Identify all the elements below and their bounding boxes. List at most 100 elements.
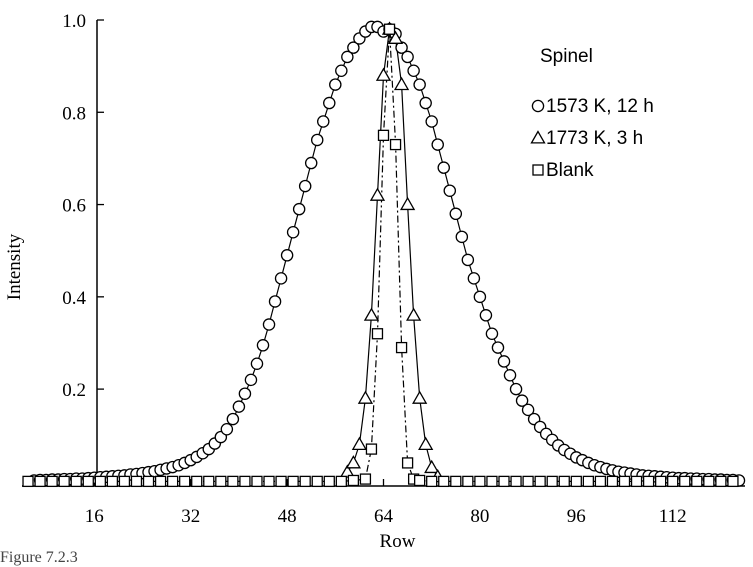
point-triangle-1-3 bbox=[357, 390, 374, 404]
x-tick-label: 64 bbox=[374, 506, 394, 527]
point-square-2-31 bbox=[377, 129, 390, 141]
point-square-2-54 bbox=[618, 475, 631, 488]
point-circle-0-68 bbox=[437, 161, 450, 174]
series-line-0 bbox=[33, 26, 740, 482]
point-triangle-1-0 bbox=[339, 464, 355, 478]
x-tick-label: 112 bbox=[659, 506, 687, 527]
point-square-2-30 bbox=[371, 328, 384, 340]
point-square-2-52 bbox=[594, 475, 607, 488]
point-square-2-22 bbox=[287, 475, 299, 488]
point-square-2-29 bbox=[365, 443, 378, 455]
point-circle-0-79 bbox=[503, 369, 517, 382]
y-tick-label: 1.0 bbox=[62, 11, 86, 32]
intensity-vs-row-chart: 16 32 48 64 80 96 112 0.2 0.4 0.6 0.8 1.0 Row Inten… bbox=[4, 11, 746, 549]
point-circle-0-34 bbox=[232, 400, 246, 413]
point-square-2-17 bbox=[227, 475, 239, 488]
point-square-2-25 bbox=[323, 475, 335, 488]
point-circle-0-70 bbox=[449, 207, 463, 221]
point-square-2-40 bbox=[450, 475, 462, 488]
point-square-2-18 bbox=[239, 475, 251, 488]
point-circle-0-38 bbox=[256, 339, 270, 352]
point-triangle-1-13 bbox=[418, 436, 434, 451]
point-square-2-24 bbox=[311, 475, 323, 488]
series-line-2 bbox=[28, 29, 733, 482]
legend-label-0: 1573 K, 12 h bbox=[546, 96, 654, 117]
point-circle-0-73 bbox=[467, 272, 481, 285]
point-circle-0-63 bbox=[407, 64, 420, 78]
legend-title: Spinel bbox=[540, 46, 593, 67]
legend-label-2: Blank bbox=[546, 160, 594, 181]
point-circle-0-36 bbox=[244, 373, 258, 387]
point-triangle-1-14 bbox=[424, 459, 440, 474]
point-square-2-19 bbox=[251, 475, 263, 488]
point-circle-0-76 bbox=[485, 327, 499, 340]
point-square-2-16 bbox=[215, 475, 227, 488]
legend: Spinel 1573 K, 12 h 1773 K, 3 h Blank bbox=[530, 46, 654, 181]
point-circle-0-35 bbox=[238, 387, 252, 400]
point-triangle-1-2 bbox=[351, 436, 368, 451]
point-square-2-27 bbox=[347, 474, 360, 487]
point-square-2-1 bbox=[34, 475, 46, 488]
point-circle-0-40 bbox=[268, 295, 282, 308]
point-square-2-35 bbox=[401, 457, 414, 469]
point-square-2-26 bbox=[335, 475, 347, 488]
point-square-2-12 bbox=[166, 475, 179, 488]
point-square-2-4 bbox=[70, 475, 82, 488]
point-circle-0-33 bbox=[226, 412, 240, 426]
point-circle-0-48 bbox=[316, 115, 330, 128]
point-square-2-13 bbox=[179, 475, 191, 488]
legend-marker-2 bbox=[532, 164, 544, 176]
point-circle-0-69 bbox=[443, 184, 457, 197]
point-square-2-23 bbox=[299, 475, 311, 488]
point-square-2-49 bbox=[558, 475, 570, 488]
point-circle-0-47 bbox=[310, 133, 324, 147]
point-square-2-44 bbox=[498, 475, 510, 488]
point-circle-0-53 bbox=[347, 41, 360, 54]
point-square-2-21 bbox=[275, 475, 287, 488]
point-square-2-63 bbox=[727, 475, 739, 488]
point-circle-0-75 bbox=[479, 309, 493, 322]
point-circle-0-74 bbox=[473, 290, 487, 304]
point-circle-0-51 bbox=[335, 64, 348, 78]
point-circle-0-78 bbox=[497, 355, 511, 368]
point-square-2-53 bbox=[606, 475, 619, 488]
point-square-2-6 bbox=[94, 475, 106, 488]
point-square-2-43 bbox=[486, 475, 498, 488]
point-circle-0-39 bbox=[262, 318, 276, 331]
point-circle-0-64 bbox=[413, 78, 426, 91]
x-tick-label: 32 bbox=[181, 506, 200, 527]
y-axis-title: Intensity bbox=[4, 233, 25, 300]
tick-labels: 16 32 48 64 80 96 112 0.2 0.4 0.6 0.8 1.0 bbox=[62, 11, 686, 527]
point-triangle-1-9 bbox=[393, 76, 410, 91]
point-circle-0-50 bbox=[329, 78, 342, 91]
point-square-2-61 bbox=[703, 475, 715, 488]
point-triangle-1-10 bbox=[399, 196, 416, 211]
point-circle-0-49 bbox=[323, 96, 336, 110]
point-square-2-41 bbox=[462, 475, 474, 488]
point-circle-0-67 bbox=[431, 138, 444, 151]
axes bbox=[22, 19, 745, 487]
x-axis-title: Row bbox=[380, 531, 416, 549]
point-circle-0-77 bbox=[491, 341, 505, 354]
point-square-2-34 bbox=[395, 341, 408, 354]
point-square-2-8 bbox=[118, 475, 131, 488]
point-square-2-37 bbox=[413, 474, 426, 487]
y-tick-label: 0.8 bbox=[62, 103, 86, 124]
point-circle-0-41 bbox=[274, 272, 288, 285]
point-square-2-55 bbox=[630, 475, 643, 488]
point-circle-0-62 bbox=[401, 50, 414, 64]
point-square-2-14 bbox=[191, 475, 203, 488]
point-square-2-62 bbox=[715, 475, 727, 488]
y-tick-label: 0.2 bbox=[62, 380, 86, 401]
legend-marker-0 bbox=[531, 99, 545, 113]
point-square-2-60 bbox=[691, 475, 703, 488]
point-triangle-1-6 bbox=[375, 67, 392, 81]
y-tick-label: 0.4 bbox=[62, 288, 86, 309]
point-square-2-51 bbox=[582, 475, 594, 488]
point-circle-0-66 bbox=[425, 115, 438, 128]
point-triangle-1-5 bbox=[369, 187, 386, 201]
point-circle-0-52 bbox=[341, 50, 354, 64]
point-circle-0-43 bbox=[286, 225, 300, 239]
point-square-2-10 bbox=[142, 475, 155, 488]
point-square-2-28 bbox=[359, 473, 372, 485]
